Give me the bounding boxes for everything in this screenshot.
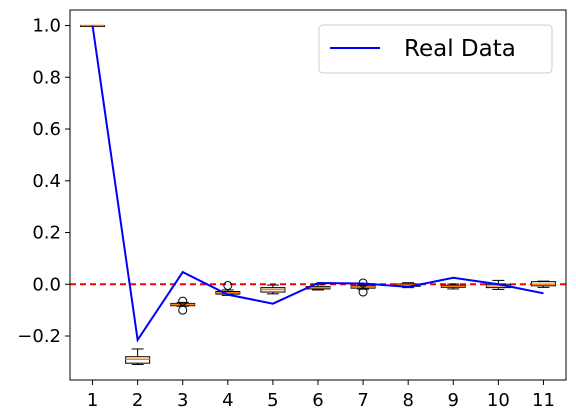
box-flier <box>223 281 233 291</box>
x-tick-label: 5 <box>267 390 278 411</box>
y-tick-label: −0.2 <box>17 326 61 347</box>
x-tick-label: 4 <box>222 390 233 411</box>
box-2 <box>125 348 151 365</box>
line-layer <box>91 25 544 343</box>
legend-box <box>318 24 553 74</box>
legend-layer: Real Data <box>318 24 553 74</box>
y-tick-label: 0.8 <box>32 67 61 88</box>
x-tick-label: 1 <box>87 390 98 411</box>
y-tick-label: 0.2 <box>32 223 61 244</box>
box-flier <box>178 296 188 306</box>
x-tick-label: 8 <box>402 390 413 411</box>
x-tick-label: 3 <box>177 390 188 411</box>
x-tick-label: 7 <box>357 390 368 411</box>
y-tick-label: 0.4 <box>32 171 61 192</box>
y-tick-label: 0.0 <box>32 274 61 295</box>
box-11 <box>530 280 556 288</box>
y-tick-label: 0.6 <box>32 119 61 140</box>
box-3 <box>170 296 196 315</box>
x-tick-label: 2 <box>132 390 143 411</box>
x-tick-label: 6 <box>312 390 323 411</box>
box-5 <box>260 284 286 295</box>
box-flier <box>178 305 188 315</box>
axes-layer: −0.2 0.0 0.2 0.4 0.6 0.8 1.0 1 2 3 4 5 6 7 8 9 10 11 <box>17 9 567 411</box>
x-tick-label: 11 <box>532 390 555 411</box>
box-9 <box>440 283 466 290</box>
y-tick-label: 1.0 <box>32 16 61 37</box>
x-tick-label: 10 <box>487 390 510 411</box>
box-flier <box>358 287 368 297</box>
real-data-line <box>91 25 544 343</box>
legend-label-real-data: Real Data <box>404 36 516 62</box>
x-tick-label: 9 <box>448 390 459 411</box>
